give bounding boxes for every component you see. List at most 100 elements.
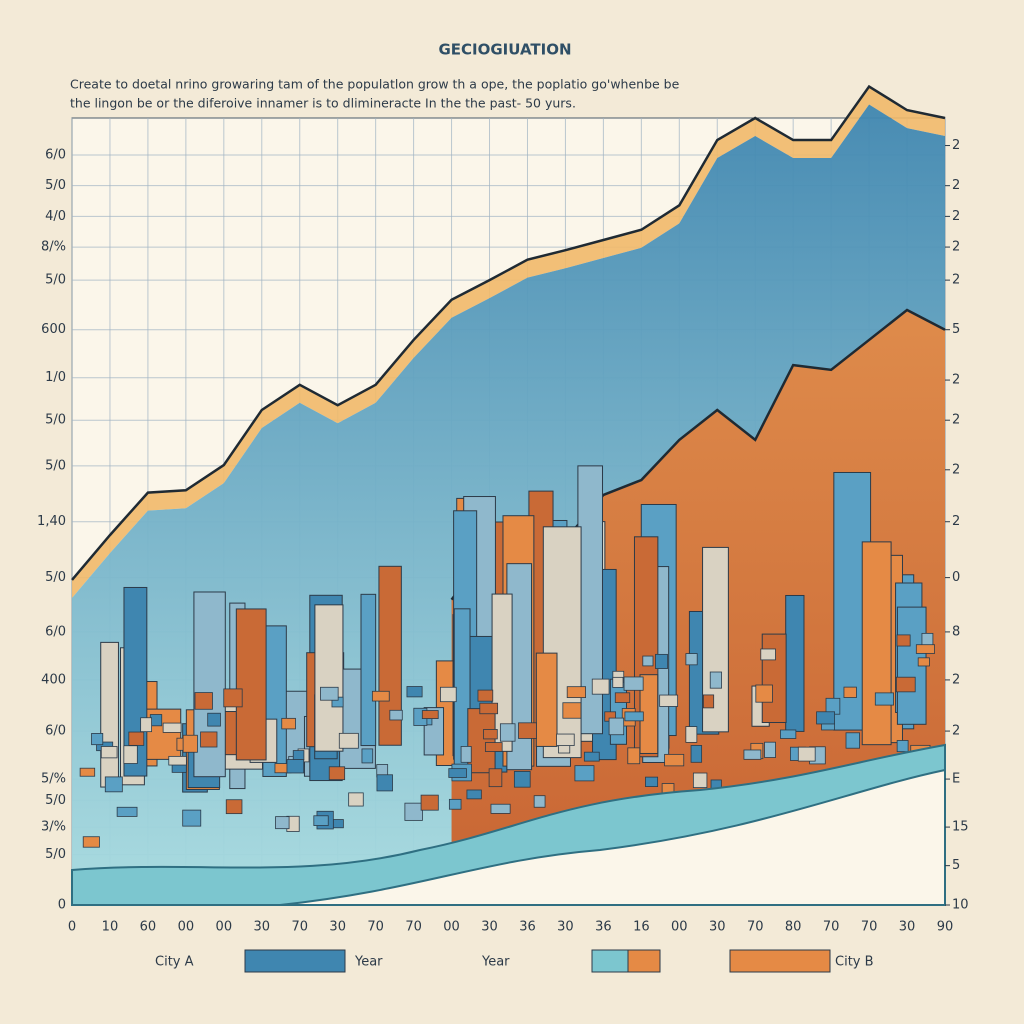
house: [760, 648, 776, 661]
x-tick-label: 70: [291, 920, 308, 935]
house: [328, 766, 346, 781]
house: [479, 702, 499, 715]
x-tick-label: 00: [216, 920, 233, 935]
house: [286, 759, 305, 774]
x-tick-label: 70: [861, 920, 878, 935]
house: [499, 723, 516, 742]
x-tick-label: 90: [937, 920, 954, 935]
house: [116, 806, 138, 817]
house: [780, 729, 797, 739]
x-tick-label: 70: [747, 920, 764, 935]
house: [896, 634, 911, 647]
house: [612, 676, 624, 688]
y-tick-label: 6/0: [45, 724, 66, 739]
x-tick-label: 80: [785, 920, 802, 935]
house: [518, 722, 537, 739]
x-tick-label: 30: [557, 920, 574, 935]
house: [477, 689, 494, 702]
house: [655, 653, 668, 669]
house: [659, 694, 679, 707]
y2-tick-label: 10: [952, 898, 969, 913]
legend-swatch: [244, 949, 346, 973]
city-illustration: [79, 465, 935, 848]
legend-label: Year: [354, 955, 383, 970]
y-tick-label: 600: [41, 322, 66, 337]
house: [685, 726, 698, 743]
house: [338, 732, 359, 749]
y2-tick-label: E: [952, 772, 960, 787]
house: [104, 776, 123, 793]
subtitle: Create to doetal nrino growaring tam of …: [70, 77, 680, 92]
x-tick-label: 30: [481, 920, 498, 935]
house: [292, 750, 305, 761]
house: [490, 803, 511, 814]
house: [755, 684, 773, 703]
house: [123, 745, 138, 764]
house: [332, 819, 344, 829]
house: [843, 686, 857, 698]
y-tick-label: 5/0: [45, 273, 66, 288]
house: [182, 809, 202, 827]
house: [320, 686, 339, 701]
house: [645, 776, 659, 787]
y2-tick-label: 8: [952, 624, 960, 639]
x-tick-label: 00: [178, 920, 195, 935]
house: [207, 712, 221, 727]
house: [100, 746, 118, 759]
y-tick-label: 0: [58, 898, 66, 913]
legend-swatch: [627, 949, 661, 973]
y2-tick-label: 2: [952, 273, 960, 288]
y2-tick-label: 15: [952, 820, 969, 835]
y-tick-label: 5/0: [45, 178, 66, 193]
legend-swatch: [591, 949, 629, 973]
y-tick-label: 5/0: [45, 413, 66, 428]
x-tick-label: 30: [709, 920, 726, 935]
y-tick-label: 5/%: [41, 772, 66, 787]
house: [440, 686, 457, 703]
house: [562, 702, 582, 719]
house: [816, 711, 835, 725]
house: [845, 732, 860, 749]
building: [467, 708, 496, 774]
y-tick-label: 1/0: [45, 370, 66, 385]
house: [200, 731, 218, 748]
house: [566, 686, 586, 698]
building: [861, 541, 892, 746]
house: [406, 686, 423, 698]
y2-tick-label: 2: [952, 413, 960, 428]
house: [194, 692, 213, 710]
building: [193, 591, 226, 778]
house: [488, 768, 503, 788]
building: [535, 652, 558, 747]
x-tick-label: 00: [443, 920, 460, 935]
building: [100, 641, 119, 788]
house: [764, 741, 776, 758]
house: [608, 717, 625, 736]
x-tick-label: 10: [102, 920, 119, 935]
house: [348, 792, 364, 807]
house: [225, 799, 243, 815]
y-tick-label: 5/0: [45, 847, 66, 862]
house: [917, 657, 930, 667]
x-tick-label: 36: [595, 920, 612, 935]
house: [281, 717, 296, 730]
y-tick-label: 400: [41, 672, 66, 687]
house: [692, 772, 708, 789]
building: [785, 594, 805, 732]
house: [874, 692, 894, 706]
y-tick-label: 5/0: [45, 570, 66, 585]
y-tick-label: 5/0: [45, 458, 66, 473]
y-tick-label: 4/0: [45, 209, 66, 224]
building: [235, 608, 267, 761]
y2-tick-label: 2: [952, 514, 960, 529]
house: [743, 749, 762, 760]
house: [223, 688, 243, 708]
x-tick-label: 70: [405, 920, 422, 935]
y2-tick-label: 2: [952, 724, 960, 739]
x-tick-label: 16: [633, 920, 650, 935]
legend-label: City B: [835, 955, 874, 970]
y2-tick-label: 5: [952, 858, 960, 873]
x-tick-label: 00: [671, 920, 688, 935]
house: [79, 767, 96, 777]
